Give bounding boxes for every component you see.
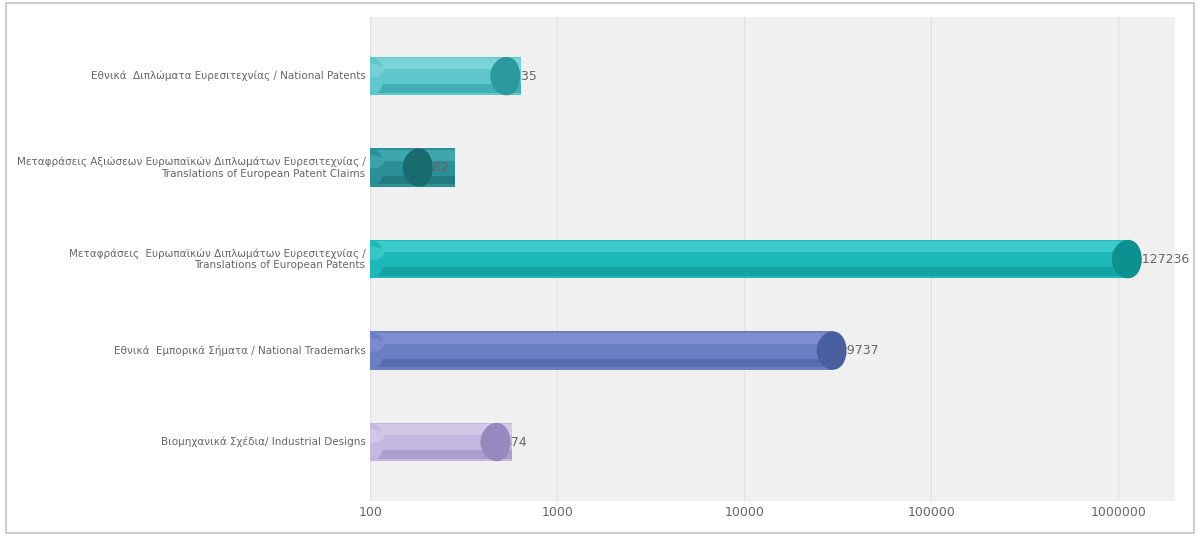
Ellipse shape xyxy=(354,331,384,370)
Text: 535: 535 xyxy=(512,70,536,83)
Bar xyxy=(371,57,521,95)
Bar xyxy=(371,359,833,367)
Text: 182: 182 xyxy=(425,161,449,174)
Ellipse shape xyxy=(354,247,384,260)
Ellipse shape xyxy=(480,423,510,461)
Bar xyxy=(371,331,833,370)
Bar xyxy=(371,84,521,93)
Ellipse shape xyxy=(403,148,433,187)
Bar xyxy=(371,333,833,344)
Ellipse shape xyxy=(354,429,384,443)
Ellipse shape xyxy=(354,240,384,278)
Bar xyxy=(371,267,1128,276)
Ellipse shape xyxy=(354,423,384,461)
Bar xyxy=(371,450,512,458)
Bar xyxy=(371,176,455,184)
Ellipse shape xyxy=(1111,240,1141,278)
Text: 1127236: 1127236 xyxy=(1134,252,1189,265)
Ellipse shape xyxy=(354,148,384,187)
Ellipse shape xyxy=(354,57,384,95)
Bar xyxy=(371,423,512,461)
Text: 474: 474 xyxy=(503,436,527,449)
Bar xyxy=(371,425,512,435)
Bar xyxy=(371,150,455,161)
Ellipse shape xyxy=(354,155,384,168)
Bar xyxy=(371,241,1128,252)
Ellipse shape xyxy=(354,338,384,352)
Bar xyxy=(371,240,1128,278)
Ellipse shape xyxy=(354,64,384,77)
Bar xyxy=(371,148,455,187)
Text: 29737: 29737 xyxy=(839,344,878,357)
Bar xyxy=(371,58,521,69)
Ellipse shape xyxy=(816,331,846,370)
Ellipse shape xyxy=(491,57,521,95)
